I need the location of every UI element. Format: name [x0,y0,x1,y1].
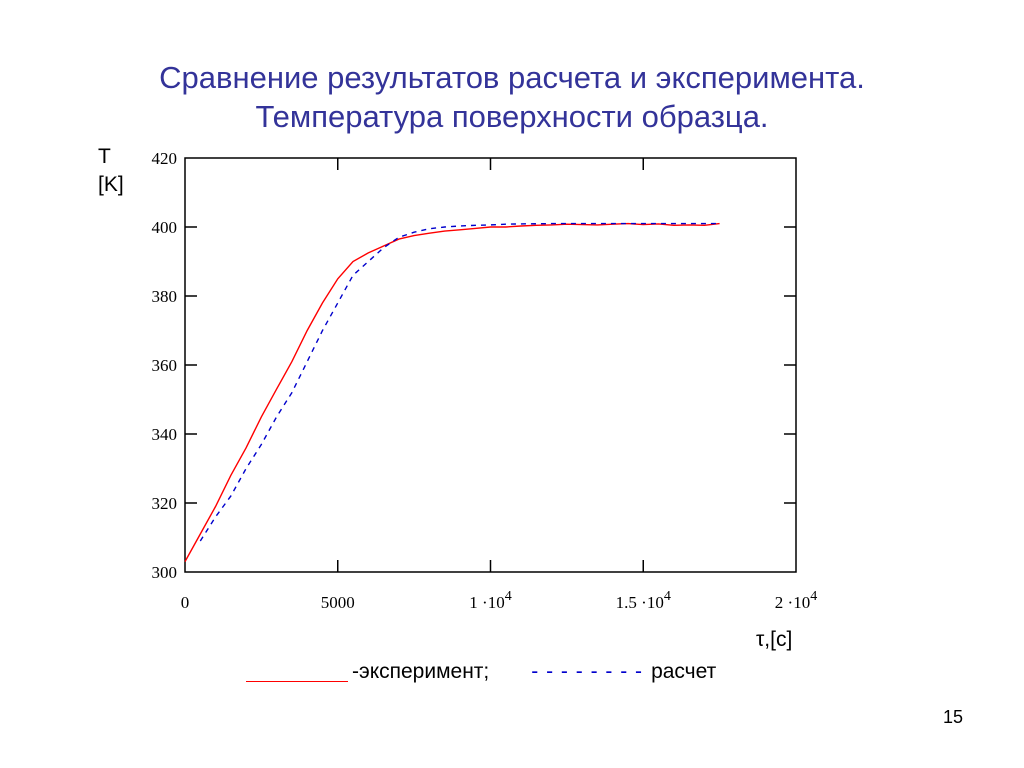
y-axis-symbol: T [98,145,111,168]
tick-marks [185,158,796,572]
y-tick-label: 420 [152,149,178,168]
x-tick-label: 1.5 ·104 [616,589,671,612]
y-tick-label: 400 [152,218,178,237]
x-tick-label: 0 [181,593,190,612]
title-line-2: Температура поверхности образца. [255,99,769,134]
y-tick-label: 360 [152,356,178,375]
y-tick-label: 300 [152,563,178,582]
y-tick-label: 380 [152,287,178,306]
x-tick-label: 1 ·104 [469,589,511,612]
legend-calc-label: расчет [651,660,717,683]
y-axis-unit: [K] [98,173,124,196]
legend: -эксперимент; - - - - - - - - расчет [246,660,716,684]
legend-experiment-swatch [246,681,348,682]
page-title: Сравнение результатов расчета и эксперим… [0,58,1024,136]
legend-calc-swatch: - - - - - - - - [531,660,644,683]
x-tick-label: 2 ·104 [775,589,817,612]
legend-experiment-label: -эксперимент; [352,660,490,683]
x-tick-label: 5000 [321,593,355,612]
y-axis-label: T [K] [98,143,124,199]
calc-series-line [199,222,720,542]
page-number: 15 [943,707,964,727]
y-tick-label: 320 [152,494,178,513]
title-line-1: Сравнение результатов расчета и эксперим… [159,60,865,95]
y-tick-label: 340 [152,425,178,444]
series-lines [184,222,720,562]
plot-frame [184,157,797,573]
x-axis-label: τ,[c] [756,628,793,651]
tick-labels: 300 320 340 360 380 400 420 0 5000 1 ·104 1.5 ·104… [152,149,818,612]
experiment-series-line [184,222,720,562]
